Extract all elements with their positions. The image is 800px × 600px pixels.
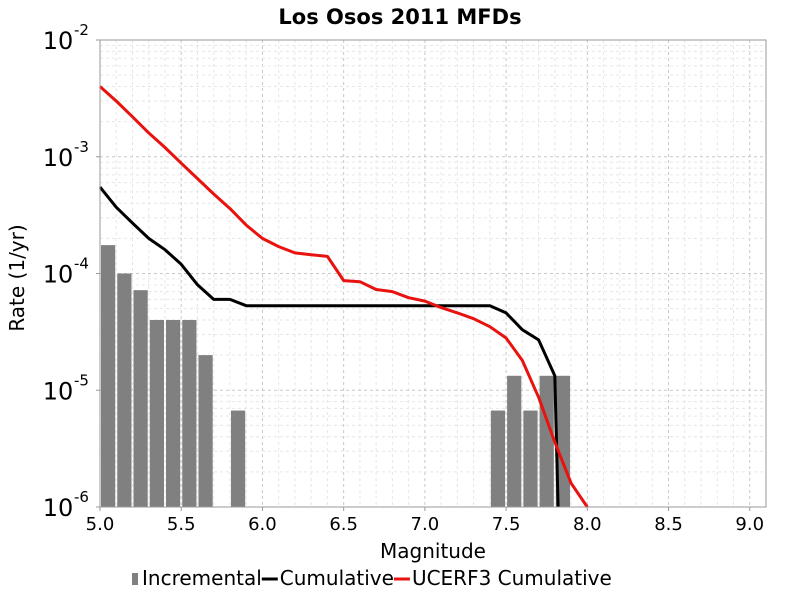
ucerf3-cumulative-line — [98, 85, 589, 508]
y-axis-label: Rate (1/yr) — [5, 224, 29, 331]
y-tick-base: 10 — [43, 144, 74, 172]
x-tick-label: 9.0 — [735, 514, 764, 535]
incremental-bar — [149, 319, 164, 507]
bars-layer — [101, 245, 571, 507]
y-tick-base: 10 — [43, 261, 74, 289]
incremental-bar — [101, 245, 116, 507]
legend-item-cumulative: Cumulative — [261, 566, 394, 590]
y-tick-label: 10 -6 — [43, 488, 89, 522]
legend-label: Incremental — [142, 566, 262, 590]
x-tick-label: 7.5 — [492, 514, 521, 535]
cumulative-line — [98, 186, 560, 508]
x-tick-label: 8.0 — [573, 514, 602, 535]
y-tick-base: 10 — [43, 27, 74, 55]
incremental-bar — [490, 410, 506, 507]
y-tick-label: 10 -3 — [43, 138, 89, 172]
legend-label: Cumulative — [280, 566, 394, 590]
incremental-bar — [182, 319, 197, 507]
incremental-bar — [507, 375, 522, 507]
incremental-bar — [117, 273, 132, 507]
y-axis: 10-610-510-410-310-2 — [43, 21, 100, 522]
x-tick-label: 6.5 — [329, 514, 358, 535]
y-tick-exponent: -2 — [74, 21, 89, 39]
incremental-bar — [230, 410, 246, 507]
x-axis-label: Magnitude — [380, 539, 486, 563]
x-tick-label: 5.0 — [86, 514, 115, 535]
y-tick-label: 10 -4 — [43, 255, 89, 289]
incremental-bar — [165, 319, 181, 507]
legend: Incremental Cumulative UCERF3 Cumulative — [132, 566, 612, 590]
incremental-bar — [523, 410, 538, 507]
x-tick-label: 5.5 — [167, 514, 196, 535]
y-tick-label: 10 -5 — [43, 371, 89, 405]
y-tick-exponent: -5 — [74, 371, 89, 389]
legend-item-incremental: Incremental — [132, 566, 262, 590]
y-tick-exponent: -4 — [74, 255, 89, 273]
incremental-bar — [198, 355, 213, 507]
y-tick-exponent: -3 — [74, 138, 89, 156]
y-tick-base: 10 — [43, 494, 74, 522]
lines-layer — [98, 85, 589, 508]
legend-item-ucerf3-cumulative: UCERF3 Cumulative — [393, 566, 612, 590]
x-tick-label: 6.0 — [248, 514, 277, 535]
y-tick-exponent: -6 — [74, 488, 89, 506]
y-tick-base: 10 — [43, 377, 74, 405]
x-tick-label: 8.5 — [654, 514, 683, 535]
legend-label: UCERF3 Cumulative — [412, 566, 612, 590]
y-tick-label: 10 -2 — [43, 21, 89, 55]
x-tick-label: 7.0 — [411, 514, 440, 535]
legend-swatch — [132, 573, 138, 585]
chart-title: Los Osos 2011 MFDs — [278, 5, 521, 29]
x-axis: 5.0 5.5 6.0 6.5 7.0 7.5 8.0 8.5 9.0 — [86, 507, 764, 535]
incremental-bar — [539, 375, 554, 507]
incremental-bar — [133, 290, 148, 507]
